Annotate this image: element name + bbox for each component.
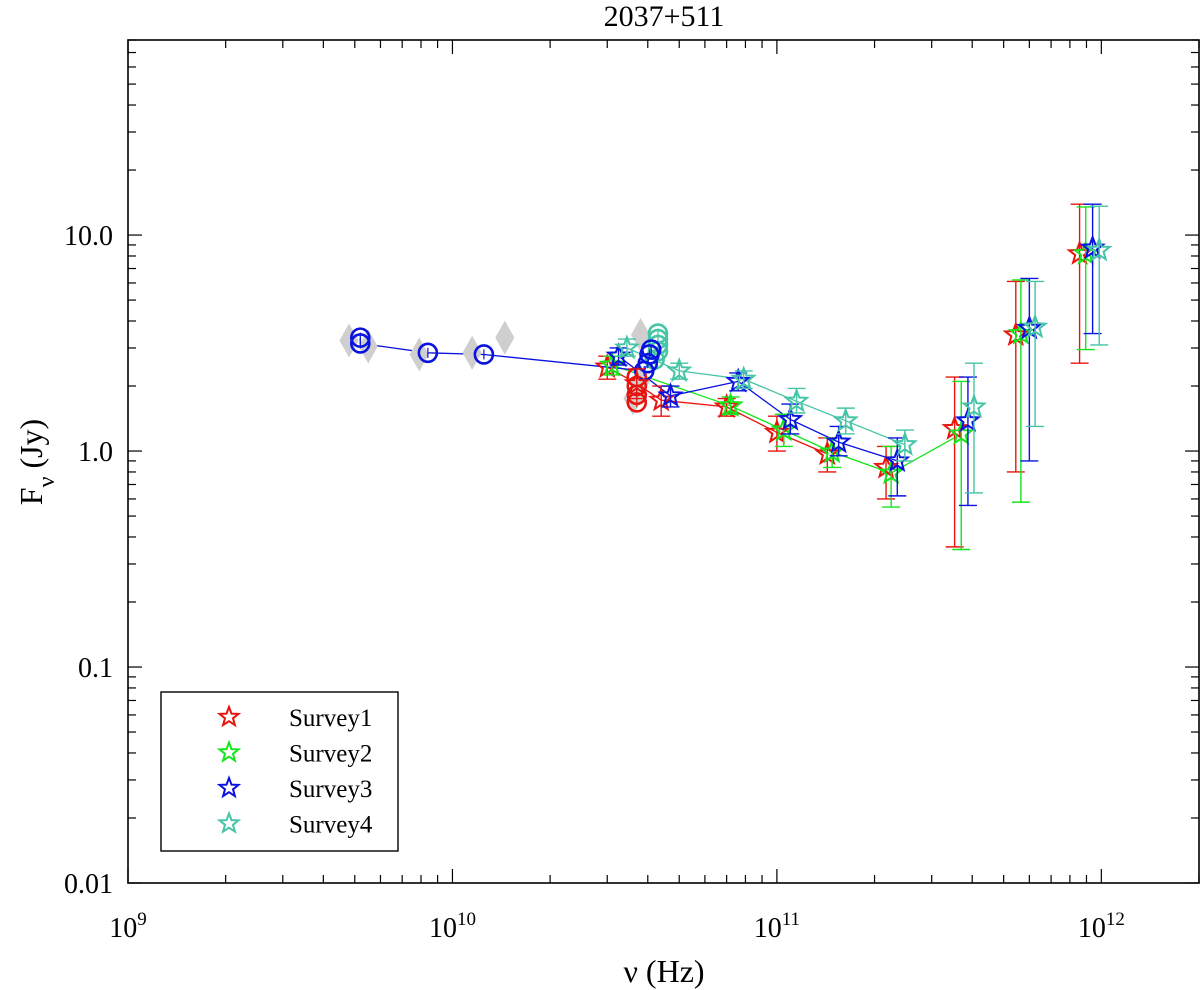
star-marker bbox=[948, 420, 975, 446]
x-tick-label-exp: 12 bbox=[1106, 909, 1125, 930]
star-marker bbox=[666, 357, 693, 383]
legend-label: Survey2 bbox=[289, 741, 372, 768]
star-marker bbox=[1085, 236, 1113, 262]
x-tick-label-base: 10 bbox=[429, 913, 457, 944]
legend-marker bbox=[216, 810, 242, 834]
x-tick-label-base: 10 bbox=[754, 913, 782, 944]
star-marker bbox=[954, 406, 982, 433]
y-tick-label: 0.01 bbox=[64, 869, 113, 900]
legend-marker bbox=[216, 704, 242, 728]
diamond-marker bbox=[495, 320, 515, 355]
circle-marker bbox=[640, 339, 662, 360]
y-axis-label-sub: ν bbox=[34, 476, 60, 487]
y-tick-label: 0.1 bbox=[78, 653, 113, 684]
star-marker bbox=[877, 459, 905, 485]
x-tick-label-base: 10 bbox=[1078, 913, 1106, 944]
legend-box bbox=[160, 691, 399, 852]
star-marker bbox=[825, 428, 852, 454]
x-axis-label: ν (Hz) bbox=[623, 953, 704, 989]
x-tick-label: 109 bbox=[109, 909, 147, 944]
x-tick-label-exp: 10 bbox=[457, 909, 476, 930]
series-marks bbox=[594, 203, 1113, 551]
circle-marker bbox=[637, 352, 659, 374]
legend-label: Survey4 bbox=[289, 812, 373, 839]
x-tick-label-exp: 9 bbox=[137, 909, 147, 930]
star-marker bbox=[872, 453, 900, 479]
star-marker bbox=[613, 334, 641, 360]
star-marker bbox=[832, 406, 859, 433]
star-marker bbox=[713, 393, 740, 419]
circle-marker bbox=[417, 342, 439, 364]
y-tick-label: 10.0 bbox=[64, 221, 113, 252]
legend-marker bbox=[216, 739, 242, 763]
legend-label: Survey1 bbox=[289, 705, 372, 732]
y-axis-label-main: F bbox=[13, 487, 49, 505]
star-marker bbox=[770, 416, 797, 442]
star-marker bbox=[623, 369, 651, 395]
x-tick-label-base: 10 bbox=[109, 913, 137, 944]
circle-marker bbox=[350, 333, 371, 354]
series-line bbox=[618, 355, 898, 462]
x-tick-label-exp: 11 bbox=[782, 909, 800, 930]
y-tick-label: 1.0 bbox=[78, 437, 113, 468]
x-tick-label: 1012 bbox=[1078, 909, 1125, 944]
star-marker bbox=[1021, 313, 1049, 339]
x-tick-label: 1011 bbox=[754, 909, 800, 944]
star-marker bbox=[717, 391, 744, 418]
axis-ticks bbox=[127, 39, 1200, 884]
star-marker bbox=[783, 387, 810, 413]
x-tick-label: 1010 bbox=[429, 909, 476, 944]
plot-frame bbox=[127, 39, 1200, 884]
y-axis-label: Fν (Jy) bbox=[13, 419, 60, 505]
star-marker bbox=[647, 386, 675, 412]
star-marker bbox=[960, 393, 988, 419]
legend: Survey1 Survey2 Survey3 Survey4 bbox=[160, 691, 399, 852]
star-marker bbox=[657, 382, 684, 408]
star-marker bbox=[891, 430, 919, 456]
star-marker bbox=[730, 365, 757, 391]
chart-title: 2037+511 bbox=[604, 0, 725, 33]
circle-marker bbox=[473, 344, 495, 365]
legend-label: Survey3 bbox=[289, 776, 372, 803]
y-axis-label-tail: (Jy) bbox=[13, 419, 49, 477]
legend-marker bbox=[216, 775, 242, 799]
diamond-marker bbox=[462, 335, 482, 370]
star-marker bbox=[777, 405, 804, 431]
